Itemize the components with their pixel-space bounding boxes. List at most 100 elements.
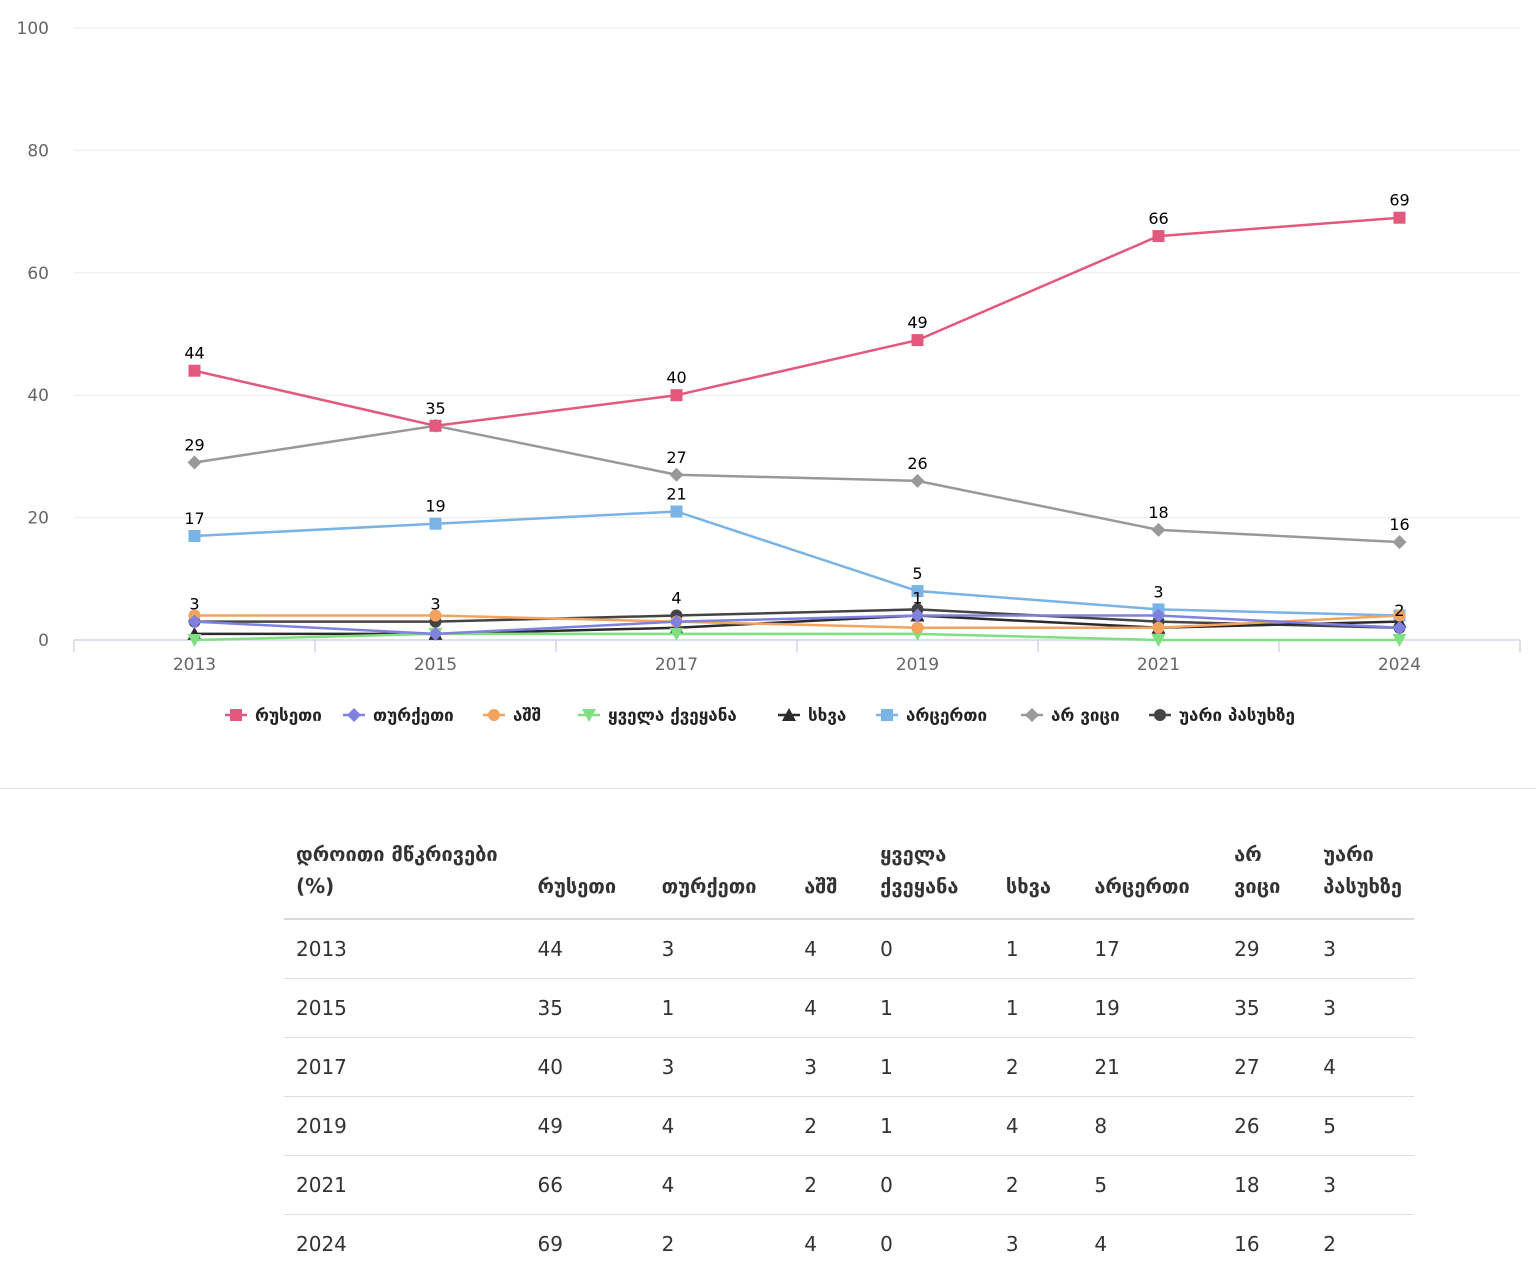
- legend-item: ყველა ქვეყანა: [578, 706, 737, 726]
- y-tick-label: 100: [17, 19, 49, 39]
- data-point: [1151, 634, 1166, 647]
- series-7: [187, 418, 1407, 550]
- data-point: [1392, 535, 1407, 550]
- data-label: 26: [907, 454, 927, 473]
- table-header-cell: რუსეთი: [525, 832, 650, 920]
- table-cell: 3: [1311, 1155, 1414, 1215]
- table-header-cell: ყველა ქვეყანა: [868, 832, 994, 920]
- data-point: [1151, 608, 1166, 623]
- table-cell: 0: [868, 919, 994, 979]
- table-cell: 4: [649, 1096, 793, 1156]
- data-label: 4: [671, 589, 681, 608]
- data-point: [429, 609, 442, 622]
- x-tick-label: 2015: [414, 655, 457, 675]
- data-label: 21: [666, 484, 686, 503]
- table-cell: 8: [1082, 1096, 1223, 1156]
- table-cell: 4: [1094, 1232, 1108, 1256]
- y-tick-label: 40: [27, 386, 49, 406]
- x-tick-label: 2024: [1378, 655, 1421, 675]
- table-cell: 49: [525, 1096, 650, 1156]
- x-tick-label: 2021: [1137, 655, 1180, 675]
- legend-label: რუსეთი: [255, 706, 322, 726]
- data-point: [188, 364, 201, 377]
- table-cell: 2: [792, 1155, 869, 1215]
- data-point: [187, 614, 202, 629]
- table-cell: 66: [525, 1155, 650, 1215]
- table-cell: 4: [792, 978, 869, 1038]
- legend-item: აშშ: [483, 706, 541, 726]
- legend-label: ყველა ქვეყანა: [608, 706, 737, 726]
- table-cell: 2: [993, 1037, 1083, 1097]
- data-point: [669, 614, 684, 629]
- legend-marker: [1154, 709, 1166, 721]
- data-table: დროითი მწკრივები (%) რუსეთი თურქეთი აშშ ყველ…: [284, 832, 1414, 1273]
- series-line: [194, 614, 1400, 630]
- data-point: [669, 467, 684, 482]
- data-point: [428, 626, 443, 641]
- data-label: 16: [1389, 515, 1409, 534]
- table-cell: 1: [868, 1096, 994, 1156]
- series-4: [187, 627, 1407, 647]
- legend-item: სხვა: [778, 706, 846, 726]
- legend-item: რუსეთი: [225, 706, 322, 726]
- series-line: [194, 632, 1400, 642]
- table-row: 2024 69 2 4 0 3 4 16 2: [284, 1215, 1414, 1274]
- data-point: [910, 608, 925, 623]
- series-line: [194, 424, 1400, 544]
- table-header-cell: დროითი მწკრივები (%): [284, 832, 526, 920]
- data-point: [911, 585, 924, 598]
- data-label: 40: [666, 368, 686, 387]
- table-row: 2017 40 3 3 1 2 21 27 4: [284, 1037, 1414, 1097]
- table-cell: 3: [1311, 978, 1414, 1038]
- data-point: [1152, 621, 1165, 634]
- table-header-cell: აშშ: [792, 832, 869, 920]
- legend-label: უარი პასუხზე: [1179, 706, 1295, 726]
- data-label: 66: [1148, 209, 1168, 228]
- table-cell: 2: [1323, 1232, 1336, 1256]
- data-label: 3: [430, 595, 440, 614]
- table-cell: 2017: [284, 1037, 526, 1097]
- data-point: [1392, 620, 1407, 635]
- table-cell: 21: [1082, 1037, 1223, 1097]
- legend-marker: [582, 709, 596, 722]
- data-label: 69: [1389, 191, 1409, 210]
- data-point: [188, 529, 201, 542]
- table-cell: 26: [1222, 1096, 1312, 1156]
- y-tick-label: 60: [27, 264, 49, 284]
- data-point: [670, 505, 683, 518]
- series-2: [187, 608, 1407, 641]
- table-cell: 3: [649, 1037, 793, 1097]
- data-label: 1: [912, 589, 922, 608]
- series-line: [194, 216, 1400, 428]
- table-cell: 4: [649, 1155, 793, 1215]
- table-header-cell: არ ვიცი: [1222, 832, 1312, 920]
- table-header-row: დროითი მწკრივები (%) რუსეთი თურქეთი აშშ ყველ…: [284, 832, 1414, 920]
- data-label: 19: [425, 497, 445, 516]
- legend-label: თურქეთი: [373, 706, 454, 726]
- table-cell: 5: [1311, 1096, 1414, 1156]
- legend-item: უარი პასუხზე: [1149, 706, 1295, 726]
- data-point: [670, 389, 683, 402]
- table-cell: 2: [661, 1232, 675, 1256]
- y-tick-label: 80: [27, 141, 49, 161]
- table-cell: 0: [868, 1155, 994, 1215]
- data-point: [1393, 609, 1406, 622]
- data-label: 18: [1148, 503, 1168, 522]
- x-tick-label: 2019: [896, 655, 939, 675]
- legend-label: არ ვიცი: [1051, 706, 1120, 726]
- table-cell: 0: [880, 1232, 893, 1256]
- x-tick-label: 2013: [173, 655, 216, 675]
- table-cell: 3: [1311, 919, 1414, 979]
- table-cell: 2021: [284, 1155, 526, 1215]
- table-cell: 4: [804, 1232, 817, 1256]
- series-line: [194, 510, 1400, 617]
- table-header-cell: სხვა: [993, 832, 1083, 920]
- data-label: 3: [1153, 582, 1163, 601]
- data-label: 49: [907, 313, 927, 332]
- x-tick-label: 2017: [655, 655, 698, 675]
- table-cell: 18: [1222, 1155, 1312, 1215]
- data-point: [1393, 211, 1406, 224]
- table-row: 2021 66 4 2 0 2 5 18 3: [284, 1155, 1414, 1215]
- table-cell: 29: [1222, 919, 1312, 979]
- legend-marker: [1025, 708, 1039, 722]
